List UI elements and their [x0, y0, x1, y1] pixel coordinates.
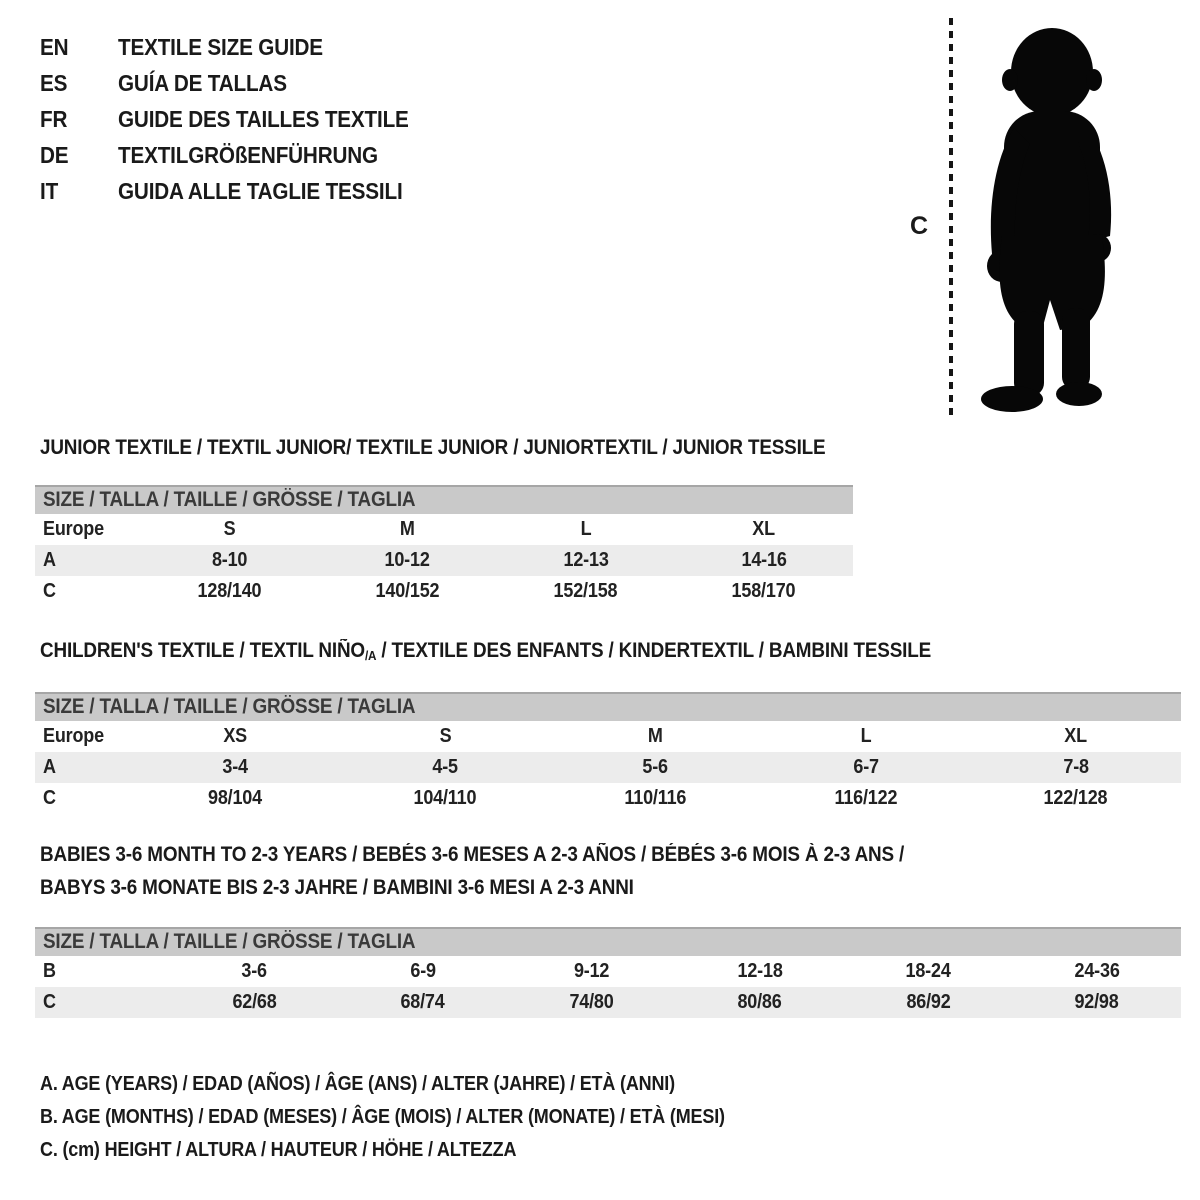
cell: 80/86 [737, 991, 782, 1013]
cell: 10-12 [384, 549, 430, 571]
cell: 24-36 [1074, 960, 1120, 982]
language-label: TEXTILGRÖßENFÜHRUNG [118, 141, 378, 168]
toddler-silhouette-icon [981, 28, 1112, 412]
table-row-europe: Europe S M L XL [35, 514, 853, 545]
table-row-a: A 8-10 10-12 12-13 14-16 [35, 545, 853, 576]
size-header: SIZE / TALLA / TAILLE / GRÖSSE / TAGLIA [35, 485, 853, 514]
cell: 6-9 [410, 960, 436, 982]
cell: 62/68 [232, 991, 277, 1013]
cell: M [648, 725, 663, 747]
language-code: FR [40, 105, 68, 132]
cell: 122/128 [1043, 787, 1108, 809]
row-label: Europe [43, 725, 104, 747]
row-label: A [43, 549, 56, 571]
cell: S [223, 518, 236, 540]
table-row-b: B 3-6 6-9 9-12 12-18 18-24 24-36 [35, 956, 1181, 987]
nino-a-subscript: /A [364, 648, 377, 663]
cell: 116/122 [834, 787, 898, 809]
cell: 12-13 [563, 549, 609, 571]
cell: L [580, 518, 592, 540]
cell: 18-24 [905, 960, 951, 982]
row-label: Europe [43, 518, 104, 540]
language-label: GUIDE DES TAILLES TEXTILE [118, 105, 409, 132]
language-label: TEXTILE SIZE GUIDE [118, 33, 323, 60]
cell: XL [752, 518, 776, 540]
cell: 74/80 [569, 991, 614, 1013]
cell: 86/92 [906, 991, 951, 1013]
table-row-a: A 3-4 4-5 5-6 6-7 7-8 [35, 752, 1181, 783]
cell: 6-7 [852, 756, 879, 778]
language-code: DE [40, 141, 69, 168]
cell: 158/170 [731, 580, 796, 602]
cell: 8-10 [211, 549, 247, 571]
cell: 140/152 [375, 580, 440, 602]
language-row-fr: FR GUIDE DES TAILLES TEXTILE [40, 104, 441, 134]
cell: 68/74 [400, 991, 445, 1013]
cell: 3-6 [241, 960, 268, 982]
cell: XL [1064, 725, 1088, 747]
language-row-en: EN TEXTILE SIZE GUIDE [40, 32, 346, 62]
row-label: B [43, 960, 56, 982]
language-code: ES [40, 69, 68, 96]
cell: 152/158 [553, 580, 618, 602]
cell: 98/104 [208, 787, 263, 809]
junior-table: SIZE / TALLA / TAILLE / GRÖSSE / TAGLIA … [35, 485, 853, 607]
cell: 5-6 [642, 756, 669, 778]
table-row-c: C 98/104 104/110 110/116 116/122 122/128 [35, 783, 1181, 814]
children-table: SIZE / TALLA / TAILLE / GRÖSSE / TAGLIA … [35, 692, 1181, 814]
junior-title: JUNIOR TEXTILE / TEXTIL JUNIOR/ TEXTILE … [40, 436, 826, 459]
cell: 14-16 [741, 549, 787, 571]
table-row-c: C 62/68 68/74 74/80 80/86 86/92 92/98 [35, 987, 1181, 1018]
cell: 9-12 [573, 960, 609, 982]
size-header: SIZE / TALLA / TAILLE / GRÖSSE / TAGLIA [35, 692, 1181, 721]
legend-line-a: A. AGE (YEARS) / EDAD (AÑOS) / ÂGE (ANS)… [40, 1073, 675, 1095]
cell: S [439, 725, 452, 747]
legend-line-c: C. (cm) HEIGHT / ALTURA / HAUTEUR / HÖHE… [40, 1139, 517, 1161]
cell: 104/110 [413, 787, 477, 809]
height-measure-label: C [910, 212, 928, 240]
cell: L [860, 725, 872, 747]
children-title: CHILDREN'S TEXTILE / TEXTIL NIÑO/A / TEX… [40, 639, 932, 663]
cell: 92/98 [1074, 991, 1119, 1013]
cell: 7-8 [1063, 756, 1089, 778]
babies-table: SIZE / TALLA / TAILLE / GRÖSSE / TAGLIA … [35, 927, 1181, 1018]
row-label: C [43, 787, 56, 809]
table-row-c: C 128/140 140/152 152/158 158/170 [35, 576, 853, 607]
babies-title-line2: BABYS 3-6 MONATE BIS 2-3 JAHRE / BAMBINI… [40, 876, 634, 899]
cell: M [399, 518, 415, 540]
height-measure-line [949, 18, 953, 418]
cell: XS [223, 725, 247, 747]
cell: 128/140 [197, 580, 262, 602]
cell: 110/116 [624, 787, 687, 809]
cell: 3-4 [222, 756, 248, 778]
row-label: C [43, 580, 56, 602]
cell: 12-18 [737, 960, 783, 982]
legend-line-b: B. AGE (MONTHS) / EDAD (MESES) / ÂGE (MO… [40, 1106, 725, 1128]
language-label: GUÍA DE TALLAS [118, 69, 287, 96]
language-row-it: IT GUIDA ALLE TAGLIE TESSILI [40, 176, 434, 206]
language-label: GUIDA ALLE TAGLIE TESSILI [118, 177, 403, 204]
language-row-es: ES GUÍA DE TALLAS [40, 68, 306, 98]
row-label: A [43, 756, 56, 778]
size-header: SIZE / TALLA / TAILLE / GRÖSSE / TAGLIA [35, 927, 1181, 956]
cell: 4-5 [432, 756, 459, 778]
language-code: IT [40, 177, 59, 204]
babies-title-line1: BABIES 3-6 MONTH TO 2-3 YEARS / BEBÉS 3-… [40, 843, 905, 866]
language-row-de: DE TEXTILGRÖßENFÜHRUNG [40, 140, 407, 170]
language-code: EN [40, 33, 69, 60]
row-label: C [43, 991, 56, 1013]
table-row-europe: Europe XS S M L XL [35, 721, 1181, 752]
